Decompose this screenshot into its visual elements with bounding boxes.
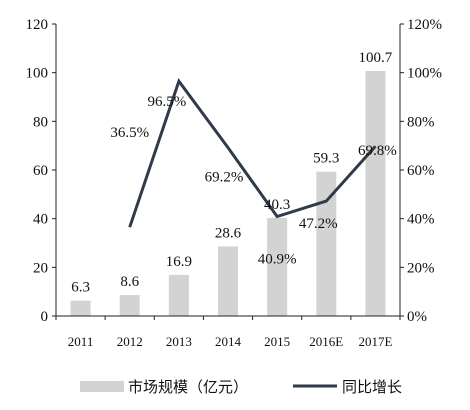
y-right-tick-label: 0%: [407, 309, 427, 325]
bar-value-label: 100.7: [359, 50, 393, 66]
bar-value-label: 40.3: [264, 197, 290, 213]
bar-value-label: 6.3: [71, 280, 90, 296]
y-left-tick-label: 60: [33, 163, 48, 179]
y-right-tick-label: 100%: [407, 66, 442, 82]
y-left-tick-label: 120: [26, 17, 49, 33]
legend-bar-label: 市场规模（亿元）: [128, 378, 248, 396]
x-tick-label-2014: 2014: [215, 334, 242, 349]
bar-value-label: 16.9: [166, 254, 192, 270]
legend: 市场规模（亿元） 同比增长: [80, 378, 402, 396]
y-right-tick-label: 20%: [407, 260, 435, 276]
y-left-tick-label: 40: [33, 212, 48, 228]
growth-value-label: 69.2%: [205, 170, 244, 186]
x-tick-label-2015: 2015: [264, 334, 290, 349]
y-right-tick-label: 120%: [407, 17, 442, 33]
x-tick-label-2013: 2013: [166, 334, 192, 349]
bar-2011: [71, 301, 91, 316]
bar-2017E: [365, 71, 385, 316]
growth-value-label: 96.5%: [147, 94, 186, 110]
bars-group: [71, 71, 386, 316]
bar-value-label: 28.6: [215, 225, 242, 241]
x-tick-label-2012: 2012: [117, 334, 143, 349]
growth-value-label: 40.9%: [258, 251, 297, 267]
y-left-tick-label: 80: [33, 114, 48, 130]
y-right-tick-label: 40%: [407, 212, 435, 228]
bar-2013: [169, 275, 189, 316]
growth-value-label: 36.5%: [110, 125, 149, 141]
growth-value-label: 69.8%: [358, 143, 397, 159]
y-left-tick-label: 20: [33, 260, 48, 276]
legend-line-label: 同比增长: [342, 378, 402, 396]
legend-bar-swatch: [80, 381, 124, 392]
y-right-tick-label: 80%: [407, 114, 435, 130]
bar-2014: [218, 246, 238, 316]
bar-value-label: 59.3: [313, 151, 339, 167]
bar-2012: [120, 295, 140, 316]
x-tick-label-2017E: 2017E: [358, 334, 392, 349]
x-tick-label-2011: 2011: [68, 334, 94, 349]
y-left-tick-label: 100: [26, 66, 49, 82]
x-tick-label-2016E: 2016E: [309, 334, 343, 349]
growth-value-label: 47.2%: [299, 216, 338, 232]
y-right-tick-label: 60%: [407, 163, 435, 179]
y-left-tick-label: 0: [41, 309, 49, 325]
bar-value-label: 8.6: [120, 274, 139, 290]
